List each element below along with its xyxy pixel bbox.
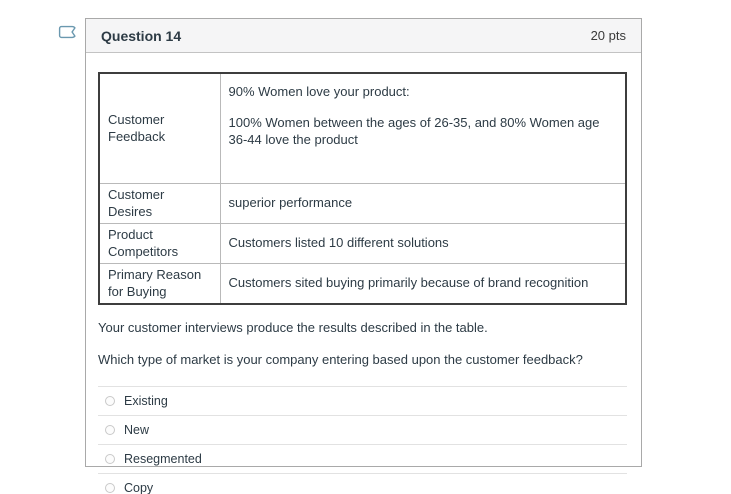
table-row: Customer Feedback 90% Women love your pr… [98, 72, 627, 184]
radio-button[interactable] [105, 425, 115, 436]
question-body: Customer Feedback 90% Women love your pr… [86, 53, 641, 494]
row-value: superior performance [219, 182, 627, 224]
answer-option-existing[interactable]: Existing [98, 386, 627, 415]
row-value: 90% Women love your product: 100% Women … [219, 72, 627, 184]
feedback-paragraph: 100% Women between the ages of 26-35, an… [228, 114, 600, 148]
question-panel: Question 14 20 pts Customer Feedback 90%… [85, 18, 642, 494]
answer-option-copy[interactable]: Copy [98, 473, 627, 494]
question-points: 20 pts [590, 28, 626, 43]
question-title: Question 14 [101, 27, 182, 44]
row-label: Customer Desires [98, 182, 221, 224]
feedback-paragraph: 90% Women love your product: [228, 84, 410, 99]
question-statement: Your customer interviews produce the res… [98, 319, 488, 335]
answer-label[interactable]: Existing [124, 394, 168, 409]
answer-label[interactable]: Copy [124, 481, 154, 494]
row-label: Primary Reason for Buying [98, 262, 221, 305]
row-label: Product Competitors [98, 222, 221, 264]
answer-label[interactable]: Resegmented [124, 452, 202, 467]
row-label: Customer Feedback [98, 72, 221, 184]
customer-feedback-table: Customer Feedback 90% Women love your pr… [98, 72, 627, 305]
table-row: Customer Desires superior performance [98, 182, 627, 224]
row-value: Customers listed 10 different solutions [219, 222, 627, 264]
answer-label[interactable]: New [124, 423, 150, 438]
answer-option-resegmented[interactable]: Resegmented [98, 444, 627, 473]
question-prompt: Which type of market is your company ent… [98, 351, 583, 367]
answer-options: Existing New Resegmented Copy [98, 386, 627, 494]
table-row: Product Competitors Customers listed 10 … [98, 222, 627, 264]
answer-option-new[interactable]: New [98, 415, 627, 444]
flag-icon [58, 25, 77, 43]
question-text: Your customer interviews produce the res… [98, 319, 627, 369]
question-header: Question 14 20 pts [86, 19, 641, 53]
flag-question-button[interactable] [56, 24, 78, 44]
radio-button[interactable] [105, 483, 115, 494]
radio-button[interactable] [105, 396, 115, 407]
row-value: Customers sited buying primarily because… [219, 262, 627, 305]
table-row: Primary Reason for Buying Customers site… [98, 262, 627, 305]
radio-button[interactable] [105, 454, 115, 465]
